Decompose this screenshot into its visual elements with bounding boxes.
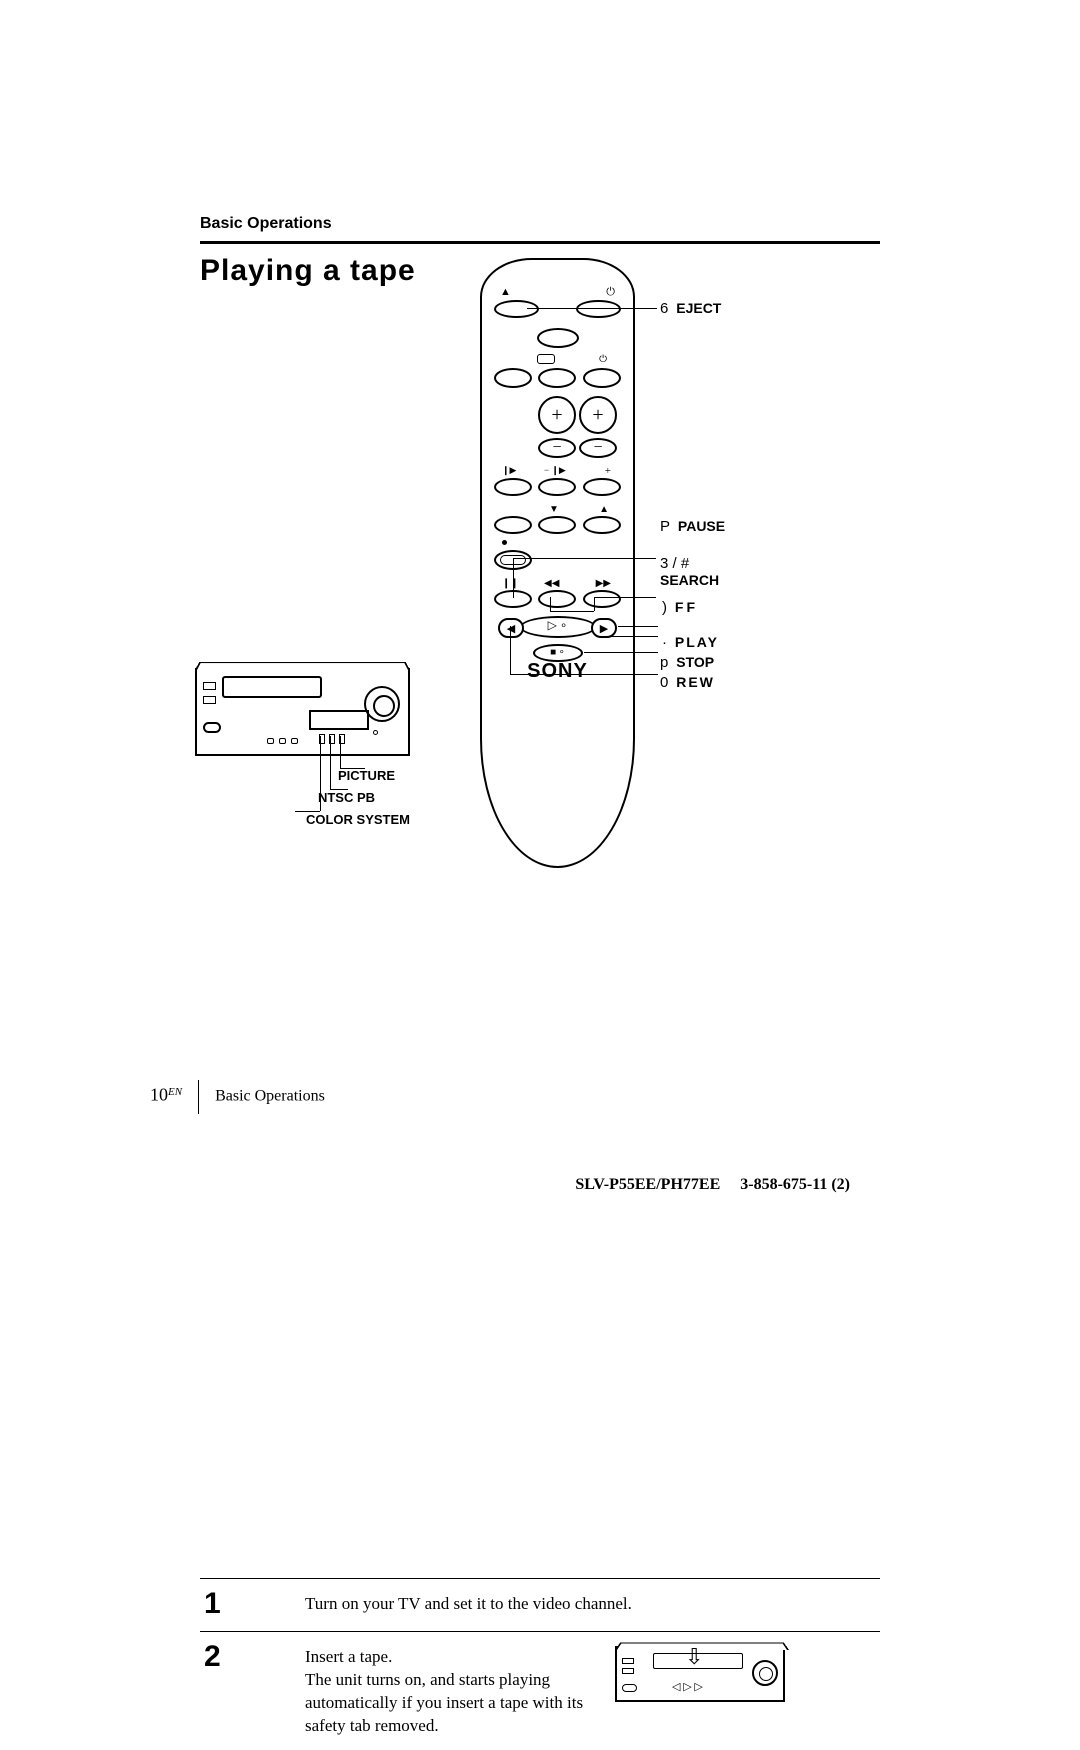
step-2: 2 Insert a tape. The unit turns on, and …	[200, 1631, 880, 1750]
brand-label: SONY	[527, 660, 588, 683]
footer-left: 10EN Basic Operations	[150, 1080, 325, 1114]
step2-line1: Insert a tape.	[305, 1646, 595, 1669]
page-lang: EN	[168, 1086, 182, 1098]
section-header: Basic Operations	[200, 215, 880, 233]
step2-line2: The unit turns on, and starts playing au…	[305, 1669, 595, 1738]
step-num-1: 1	[200, 1589, 305, 1619]
search-label: SEARCH	[660, 572, 719, 588]
pause-code: P	[660, 518, 670, 535]
ntsc-label: NTSC PB	[295, 787, 375, 809]
step-1: 1 Turn on your TV and set it to the vide…	[200, 1578, 880, 1631]
doc-number: 3-858-675-11 (2)	[740, 1176, 850, 1193]
diagram: ▲ ⏻ ⏻ + + − − ❙▶ − ❙▶ + ▼	[200, 258, 880, 898]
footer-bottom: SLV-P55EE/PH77EE 3-858-675-11 (2)	[575, 1176, 850, 1194]
stop-code: p	[660, 654, 668, 671]
step-text-1: Turn on your TV and set it to the video …	[305, 1589, 880, 1619]
title-rule	[200, 241, 880, 244]
footer-section: Basic Operations	[215, 1088, 325, 1105]
vcr-illustration	[195, 668, 410, 756]
eject-code: 6	[660, 300, 668, 317]
colorsys-label: COLOR SYSTEM	[295, 809, 410, 831]
steps: 1 Turn on your TV and set it to the vide…	[200, 1578, 880, 1750]
rew-label: REW	[676, 674, 715, 690]
ff-code: )	[662, 599, 667, 616]
play-code: ·	[662, 634, 667, 651]
search-code: 3 / #	[660, 555, 689, 572]
page-number: 10	[150, 1085, 168, 1105]
model-number: SLV-P55EE/PH77EE	[575, 1176, 720, 1193]
step2-vcr-illustration: ⇩ ◁ ▷ ▷	[615, 1646, 785, 1702]
rew-code: 0	[660, 674, 668, 691]
step-num-2: 2	[200, 1642, 305, 1738]
eject-label: EJECT	[676, 300, 721, 316]
remote-illustration: ▲ ⏻ ⏻ + + − − ❙▶ − ❙▶ + ▼	[480, 258, 635, 868]
ff-label: FF	[675, 599, 698, 615]
play-label: PLAY	[675, 634, 719, 650]
pause-label: PAUSE	[678, 518, 725, 534]
stop-label: STOP	[676, 654, 714, 670]
